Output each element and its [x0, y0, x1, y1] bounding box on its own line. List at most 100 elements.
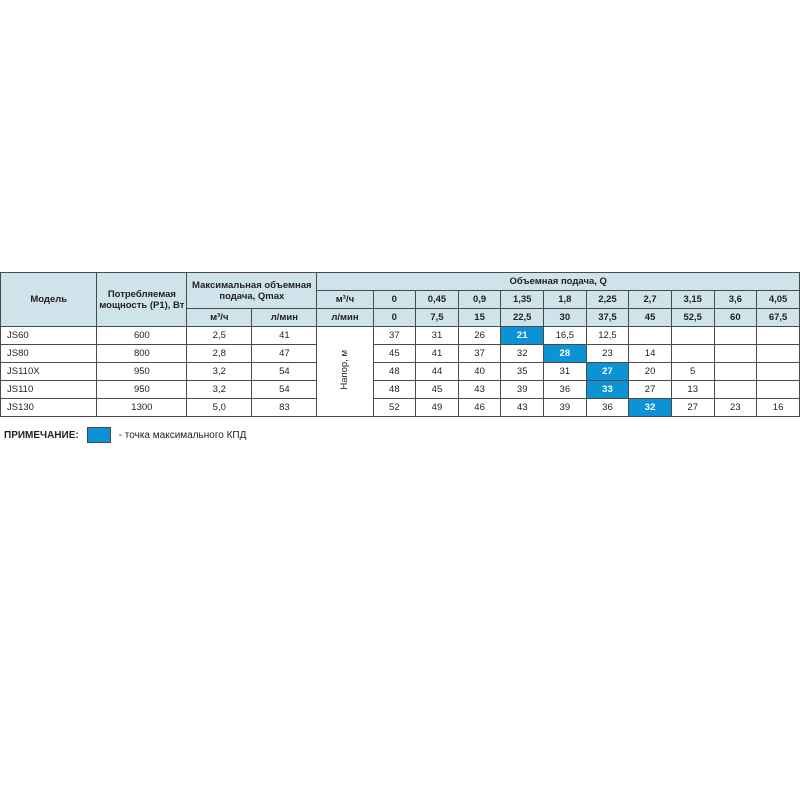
cell-value: 27	[671, 399, 714, 417]
hdr-q-m3h-val-9: 4,05	[757, 291, 800, 309]
cell-value: 27	[629, 381, 672, 399]
cell-value: 52	[373, 399, 416, 417]
cell-value: 46	[458, 399, 501, 417]
cell-value	[757, 345, 800, 363]
cell-qmax-m3h: 3,2	[187, 363, 252, 381]
cell-value	[757, 381, 800, 399]
cell-qmax-lmin: 41	[252, 327, 317, 345]
cell-value: 48	[373, 381, 416, 399]
cell-value	[714, 345, 757, 363]
cell-value	[757, 363, 800, 381]
hdr-q-lmin-val-5: 37,5	[586, 309, 629, 327]
cell-value: 48	[373, 363, 416, 381]
cell-value: 20	[629, 363, 672, 381]
cell-qmax-lmin: 47	[252, 345, 317, 363]
hdr-q-lmin-val-7: 52,5	[671, 309, 714, 327]
legend: ПРИМЕЧАНИЕ: - точка максимального КПД	[4, 427, 800, 443]
cell-qmax-m3h: 2,5	[187, 327, 252, 345]
table-row: JS606002,541Напор, м3731262116,512,5	[1, 327, 800, 345]
cell-qmax-m3h: 2,8	[187, 345, 252, 363]
cell-value: 45	[416, 381, 459, 399]
hdr-q-m3h-val-0: 0	[373, 291, 416, 309]
hdr-q-lmin: л/мин	[317, 309, 373, 327]
cell-value: 45	[373, 345, 416, 363]
header-row-1: Модель Потребляемая мощность (P1), Вт Ма…	[1, 273, 800, 291]
hdr-q-m3h-val-7: 3,15	[671, 291, 714, 309]
cell-value: 41	[416, 345, 459, 363]
cell-value: 43	[501, 399, 544, 417]
cell-value	[671, 327, 714, 345]
cell-value	[671, 345, 714, 363]
cell-value	[714, 381, 757, 399]
hdr-q-m3h-val-6: 2,7	[629, 291, 672, 309]
hdr-q-m3h-val-5: 2,25	[586, 291, 629, 309]
cell-model: JS130	[1, 399, 97, 417]
hdr-q-group: Объемная подача, Q	[317, 273, 800, 291]
hdr-power: Потребляемая мощность (P1), Вт	[97, 273, 187, 327]
hdr-q-m3h-val-2: 0,9	[458, 291, 501, 309]
cell-value: 44	[416, 363, 459, 381]
hdr-q-lmin-val-4: 30	[544, 309, 587, 327]
cell-value: 27	[586, 363, 629, 381]
hdr-q-m3h-val-8: 3,6	[714, 291, 757, 309]
cell-qmax-lmin: 83	[252, 399, 317, 417]
table-row: JS13013005,08352494643393632272316	[1, 399, 800, 417]
cell-value: 36	[544, 381, 587, 399]
cell-value: 36	[586, 399, 629, 417]
cell-head-vertical: Напор, м	[317, 327, 373, 417]
cell-value	[629, 327, 672, 345]
cell-qmax-lmin: 54	[252, 381, 317, 399]
cell-model: JS80	[1, 345, 97, 363]
cell-model: JS60	[1, 327, 97, 345]
legend-swatch	[87, 427, 111, 443]
hdr-q-m3h: м³/ч	[317, 291, 373, 309]
hdr-qmax-group: Максимальная объемная подача, Qmax	[187, 273, 317, 309]
cell-value: 21	[501, 327, 544, 345]
hdr-q-lmin-val-6: 45	[629, 309, 672, 327]
cell-power: 600	[97, 327, 187, 345]
cell-power: 1300	[97, 399, 187, 417]
cell-power: 950	[97, 381, 187, 399]
cell-value: 35	[501, 363, 544, 381]
hdr-qmax-m3h: м³/ч	[187, 309, 252, 327]
cell-value: 14	[629, 345, 672, 363]
cell-value	[714, 327, 757, 345]
cell-value: 23	[586, 345, 629, 363]
cell-value: 39	[544, 399, 587, 417]
cell-value: 39	[501, 381, 544, 399]
hdr-q-lmin-val-2: 15	[458, 309, 501, 327]
cell-qmax-m3h: 3,2	[187, 381, 252, 399]
cell-qmax-lmin: 54	[252, 363, 317, 381]
hdr-q-lmin-val-1: 7,5	[416, 309, 459, 327]
cell-value: 31	[416, 327, 459, 345]
table-container: Модель Потребляемая мощность (P1), Вт Ма…	[0, 272, 800, 443]
hdr-qmax-lmin: л/мин	[252, 309, 317, 327]
cell-value: 40	[458, 363, 501, 381]
hdr-model: Модель	[1, 273, 97, 327]
cell-value: 43	[458, 381, 501, 399]
cell-value: 16	[757, 399, 800, 417]
cell-value: 33	[586, 381, 629, 399]
cell-value	[757, 327, 800, 345]
table-body: JS606002,541Напор, м3731262116,512,5JS80…	[1, 327, 800, 417]
cell-value: 5	[671, 363, 714, 381]
hdr-q-m3h-val-3: 1,35	[501, 291, 544, 309]
pump-spec-table: Модель Потребляемая мощность (P1), Вт Ма…	[0, 272, 800, 417]
cell-value: 49	[416, 399, 459, 417]
cell-value: 32	[501, 345, 544, 363]
cell-value: 16,5	[544, 327, 587, 345]
cell-value	[714, 363, 757, 381]
cell-power: 950	[97, 363, 187, 381]
hdr-q-lmin-val-0: 0	[373, 309, 416, 327]
hdr-q-lmin-val-3: 22,5	[501, 309, 544, 327]
cell-value: 37	[373, 327, 416, 345]
legend-text: - точка максимального КПД	[119, 430, 247, 441]
cell-value: 26	[458, 327, 501, 345]
cell-model: JS110	[1, 381, 97, 399]
cell-model: JS110X	[1, 363, 97, 381]
cell-value: 12,5	[586, 327, 629, 345]
hdr-q-m3h-val-1: 0,45	[416, 291, 459, 309]
hdr-q-lmin-val-8: 60	[714, 309, 757, 327]
cell-value: 23	[714, 399, 757, 417]
cell-value: 28	[544, 345, 587, 363]
